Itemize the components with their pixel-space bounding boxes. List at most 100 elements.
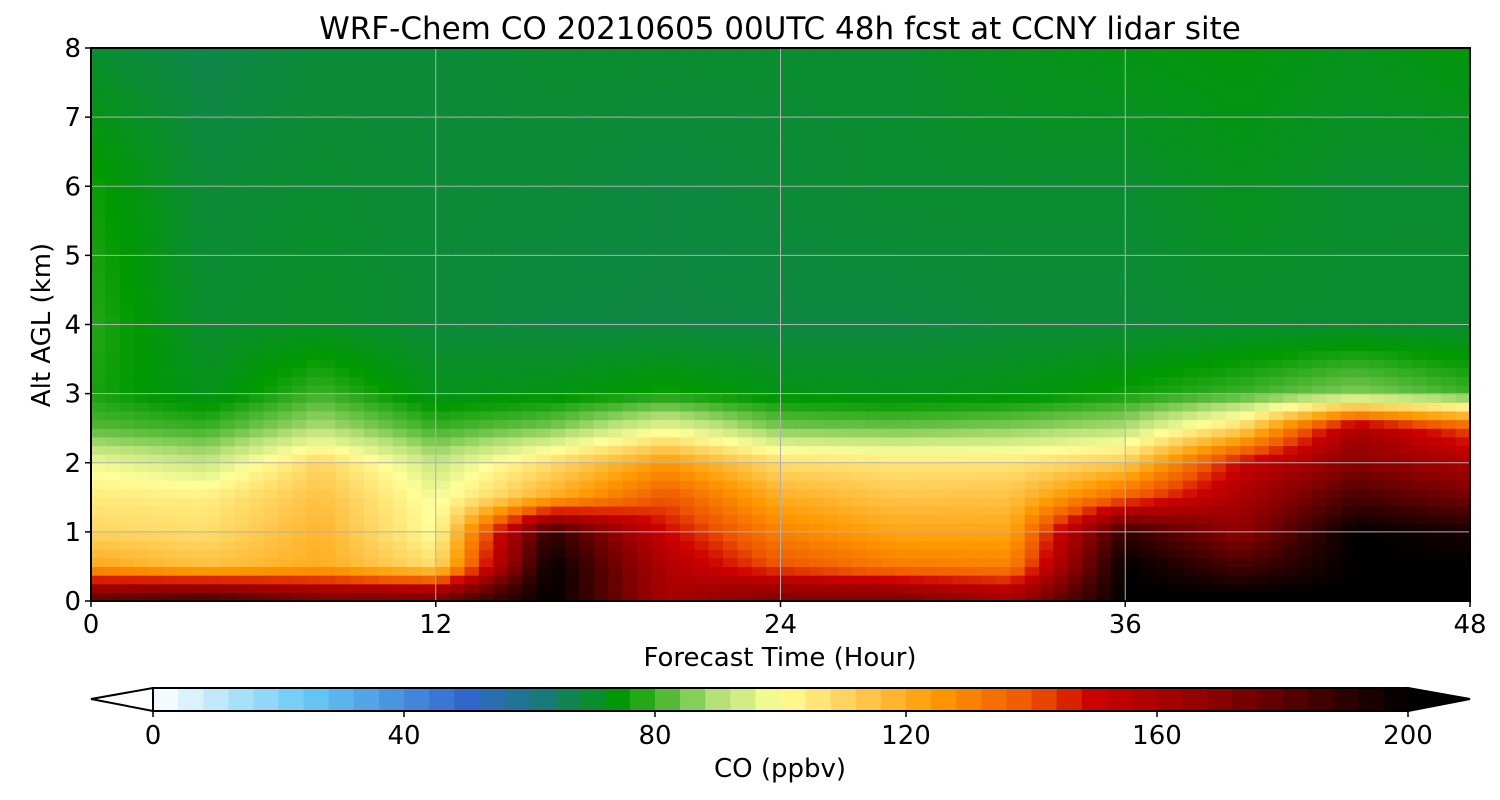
heatmap-cell <box>938 436 954 447</box>
heatmap-cell <box>780 454 796 464</box>
heatmap-cell <box>651 557 667 568</box>
heatmap-cell <box>694 402 710 412</box>
heatmap-cell <box>521 177 537 187</box>
heatmap-cell <box>1441 549 1457 559</box>
heatmap-cell <box>1355 419 1371 429</box>
heatmap-cell <box>1455 203 1471 213</box>
heatmap-cell <box>91 497 106 507</box>
heatmap-cell <box>809 333 825 343</box>
heatmap-cell <box>881 583 897 593</box>
heatmap-cell <box>579 160 595 170</box>
heatmap-cell <box>162 575 178 585</box>
heatmap-cell <box>162 246 178 256</box>
heatmap-cell <box>809 402 825 412</box>
heatmap-cell <box>1010 566 1026 576</box>
heatmap-cell <box>1096 583 1112 593</box>
heatmap-cell <box>823 220 839 231</box>
heatmap-cell <box>1211 264 1227 274</box>
heatmap-cell <box>507 186 523 196</box>
heatmap-cell <box>320 168 336 179</box>
heatmap-cell <box>1182 212 1198 222</box>
heatmap-cell <box>1412 514 1428 524</box>
heatmap-cell <box>866 419 882 429</box>
heatmap-cell <box>205 445 221 455</box>
heatmap-cell <box>507 575 523 585</box>
heatmap-cell <box>1153 376 1169 386</box>
heatmap-cell <box>924 488 940 498</box>
heatmap-cell <box>1110 471 1126 481</box>
heatmap-cell <box>1225 471 1241 481</box>
heatmap-cell <box>1240 255 1256 265</box>
heatmap-cell <box>1311 229 1327 239</box>
heatmap-cell <box>220 549 236 559</box>
heatmap-cell <box>550 367 566 377</box>
heatmap-cell <box>593 238 609 248</box>
heatmap-cell <box>1211 333 1227 343</box>
heatmap-cell <box>708 376 724 386</box>
heatmap-cell <box>306 315 322 326</box>
heatmap-cell <box>1412 350 1428 360</box>
heatmap-cell <box>378 514 394 524</box>
heatmap-cell <box>134 168 150 179</box>
heatmap-cell <box>1426 264 1442 274</box>
heatmap-cell <box>105 272 121 282</box>
heatmap-cell <box>565 220 580 231</box>
heatmap-cell <box>694 480 710 490</box>
heatmap-cell <box>1096 480 1112 490</box>
heatmap-cell <box>751 376 767 386</box>
heatmap-cell <box>809 289 825 300</box>
heatmap-cell <box>909 454 925 464</box>
heatmap-cell <box>134 229 150 239</box>
heatmap-cell <box>1426 350 1442 360</box>
heatmap-cell <box>1096 168 1112 179</box>
heatmap-cell <box>1369 471 1385 481</box>
heatmap-cell <box>1426 583 1442 593</box>
heatmap-cell <box>1153 436 1169 447</box>
heatmap-cell <box>837 203 853 213</box>
heatmap-cell <box>608 272 624 282</box>
heatmap-cell <box>1197 238 1213 248</box>
heatmap-cell <box>895 505 911 516</box>
heatmap-cell <box>1240 393 1256 403</box>
heatmap-cell <box>421 454 437 464</box>
heatmap-cell <box>723 238 738 248</box>
heatmap-cell <box>1024 436 1040 447</box>
heatmap-cell <box>249 419 264 429</box>
heatmap-cell <box>1225 402 1241 412</box>
heatmap-cell <box>967 505 983 516</box>
heatmap-cell <box>177 428 193 438</box>
heatmap-cell <box>1311 246 1327 256</box>
heatmap-cell <box>1326 324 1342 334</box>
heatmap-cell <box>1455 186 1471 196</box>
heatmap-cell <box>1182 324 1198 334</box>
heatmap-cell <box>435 341 451 352</box>
heatmap-cell <box>162 471 178 481</box>
heatmap-cell <box>1311 238 1327 248</box>
heatmap-cell <box>407 298 422 308</box>
heatmap-cell <box>723 315 738 326</box>
heatmap-cell <box>234 393 250 403</box>
heatmap-cell <box>1412 436 1428 447</box>
heatmap-cell <box>191 333 207 343</box>
heatmap-cell <box>249 229 264 239</box>
heatmap-cell <box>1082 307 1098 317</box>
heatmap-cell <box>823 168 839 179</box>
heatmap-cell <box>1024 238 1040 248</box>
heatmap-cell <box>694 177 710 187</box>
heatmap-cell <box>1067 402 1083 412</box>
heatmap-cell <box>263 238 279 248</box>
heatmap-cell <box>1168 151 1184 161</box>
heatmap-cell <box>105 160 121 170</box>
heatmap-cell <box>148 238 164 248</box>
heatmap-cell <box>1182 333 1198 343</box>
heatmap-cell <box>478 264 494 274</box>
heatmap-cell <box>205 255 221 265</box>
heatmap-cell <box>1182 376 1198 386</box>
heatmap-cell <box>1441 480 1457 490</box>
heatmap-cell <box>981 186 997 196</box>
heatmap-cell <box>521 203 537 213</box>
heatmap-cell <box>952 471 968 481</box>
heatmap-cell <box>335 393 351 403</box>
heatmap-cell <box>191 497 207 507</box>
heatmap-cell <box>1067 177 1083 187</box>
